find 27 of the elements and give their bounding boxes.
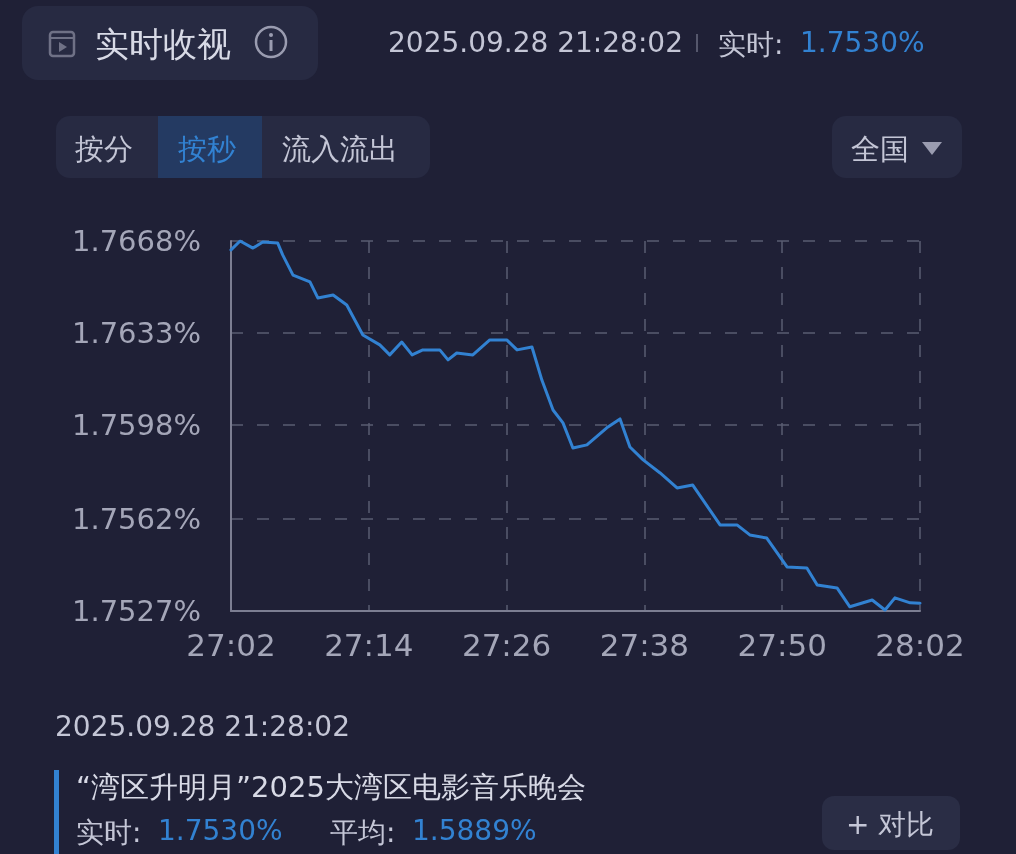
line-series xyxy=(229,239,922,612)
y-tick-label: 1.7633% xyxy=(71,315,201,350)
text: 1.7530% xyxy=(158,814,283,847)
text: 流入流出 xyxy=(282,131,398,168)
text: 平均: xyxy=(330,815,396,851)
y-tick-label: 1.7598% xyxy=(71,407,201,442)
text: 2025.09.28 21:28:02 xyxy=(55,710,350,743)
text: + 对比 xyxy=(846,807,935,843)
y-tick-label: 1.7527% xyxy=(71,594,201,628)
x-tick-label: 27:50 xyxy=(737,626,827,663)
text: 按秒 xyxy=(178,131,236,168)
text: 实时: xyxy=(76,815,142,851)
x-tick-label: 27:02 xyxy=(186,626,276,663)
x-tick-label: 28:02 xyxy=(875,626,965,663)
text: 实时: xyxy=(718,27,784,63)
text: 按分 xyxy=(75,131,133,168)
x-tick-label: 27:26 xyxy=(461,626,552,663)
x-tick-label: 27:14 xyxy=(324,626,414,663)
x-tick-label: 27:38 xyxy=(599,626,690,663)
text: 2025.09.28 21:28:02 xyxy=(388,26,683,59)
text: 1.7530% xyxy=(800,26,925,59)
y-tick-label: 1.7562% xyxy=(71,502,201,537)
text: 1.5889% xyxy=(412,814,537,847)
text: 全国 xyxy=(851,131,909,168)
y-tick-label: 1.7668% xyxy=(71,224,201,258)
text: “湾区升明月”2025大湾区电影音乐晚会 xyxy=(76,769,586,806)
chart-title: 实时收视 xyxy=(95,23,231,66)
